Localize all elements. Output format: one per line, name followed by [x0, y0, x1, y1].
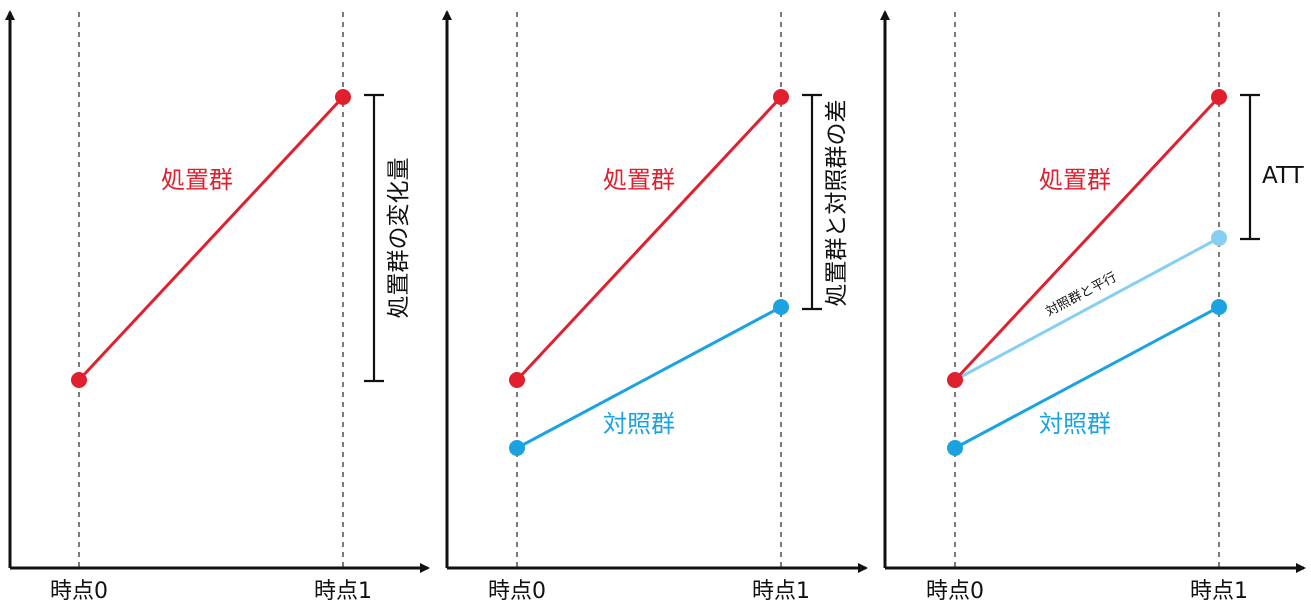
x-tick-time0: 時点0 — [926, 579, 984, 604]
control-point-time0 — [509, 440, 525, 456]
control-point-time1 — [1211, 299, 1227, 315]
control-label: 対照群 — [603, 410, 675, 438]
difference-bracket-label: 処置群と対照群の差 — [824, 100, 850, 307]
control-label: 対照群 — [1039, 410, 1111, 438]
parallel-point-time1 — [1211, 230, 1227, 246]
x-tick-time0: 時点0 — [488, 579, 546, 604]
control-line — [954, 305, 1220, 450]
treated-point-time0 — [947, 372, 963, 388]
treated-point-time1 — [335, 89, 351, 105]
x-tick-time0: 時点0 — [50, 579, 108, 604]
treated-line — [953, 95, 1221, 382]
x-tick-time1: 時点1 — [314, 579, 372, 604]
x-tick-time1: 時点1 — [1190, 579, 1248, 604]
change-bracket-label: 処置群の変化量 — [386, 158, 412, 319]
treated-point-time0 — [509, 372, 525, 388]
panel-treatment-change: 処置群 処置群の変化量 時点0 時点1 — [4, 10, 430, 604]
treated-line — [515, 95, 783, 382]
treated-label: 処置群 — [603, 166, 675, 194]
control-point-time0 — [947, 440, 963, 456]
treated-label: 処置群 — [1039, 166, 1111, 194]
treated-point-time1 — [1211, 89, 1227, 105]
att-label: ATT — [1262, 163, 1305, 189]
panel-group-difference: 処置群 対照群 処置群と対照群の差 時点0 時点1 — [442, 10, 868, 604]
control-point-time1 — [773, 299, 789, 315]
treated-line — [77, 95, 345, 382]
parallel-line — [954, 236, 1220, 382]
difference-bracket — [802, 93, 822, 311]
treated-point-time0 — [71, 372, 87, 388]
change-bracket — [364, 93, 384, 383]
control-line — [516, 305, 782, 450]
x-tick-time1: 時点1 — [752, 579, 810, 604]
treated-label: 処置群 — [161, 166, 233, 194]
panel-att: 処置群 対照群 対照群と平行 ATT 時点0 時点1 — [880, 10, 1306, 604]
treated-point-time1 — [773, 89, 789, 105]
att-bracket — [1240, 93, 1260, 241]
